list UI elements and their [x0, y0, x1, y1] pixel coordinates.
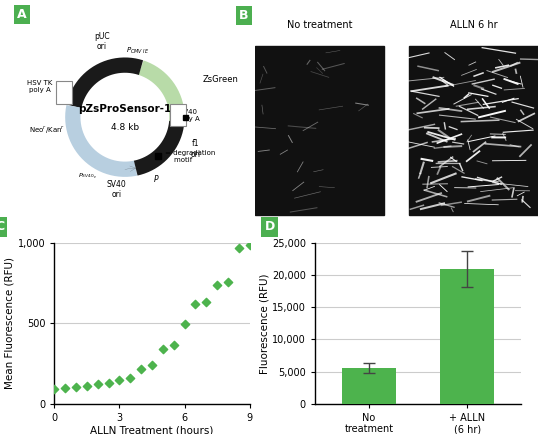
Point	[83, 382, 91, 389]
Text: D: D	[264, 220, 275, 233]
Bar	[170, 104, 186, 126]
Text: SV40
poly A: SV40 poly A	[178, 109, 199, 122]
Point	[137, 365, 146, 372]
Bar	[409, 46, 538, 215]
Point	[115, 377, 124, 384]
Text: f1
ori: f1 ori	[191, 139, 201, 159]
Bar	[56, 81, 72, 104]
Text: ALLN 6 hr: ALLN 6 hr	[450, 20, 497, 30]
Point	[93, 381, 102, 388]
Point	[202, 298, 211, 305]
Bar	[155, 153, 161, 159]
Bar	[183, 115, 188, 120]
Text: 4.8 kb: 4.8 kb	[111, 123, 139, 132]
Point	[61, 384, 70, 391]
Point	[104, 379, 113, 386]
Text: SV40
ori: SV40 ori	[106, 180, 126, 199]
Text: ZsGreen: ZsGreen	[203, 75, 239, 84]
Point	[213, 281, 222, 288]
Point	[169, 342, 178, 349]
Text: = degradation
    motif: = degradation motif	[165, 150, 215, 163]
Point	[235, 244, 243, 251]
Point	[50, 386, 59, 393]
Text: C: C	[0, 220, 4, 233]
X-axis label: ALLN Treatment (hours): ALLN Treatment (hours)	[90, 425, 214, 434]
Bar	[255, 46, 384, 215]
Text: No treatment: No treatment	[287, 20, 352, 30]
Bar	[342, 368, 396, 404]
Text: $P_{CMV\ IE}$: $P_{CMV\ IE}$	[126, 46, 149, 56]
Point	[245, 241, 254, 248]
Point	[159, 345, 167, 352]
Point	[180, 321, 189, 328]
Point	[191, 301, 200, 308]
Point	[224, 278, 232, 285]
Point	[126, 375, 135, 381]
Text: $P_{SV40_e}$: $P_{SV40_e}$	[78, 172, 97, 181]
Text: HSV TK
poly A: HSV TK poly A	[27, 80, 52, 93]
Text: $P$: $P$	[153, 173, 159, 184]
Text: pZsProSensor-1: pZsProSensor-1	[78, 103, 172, 114]
Y-axis label: Fluorescence (RFU): Fluorescence (RFU)	[259, 273, 269, 374]
Bar	[440, 269, 494, 404]
Text: A: A	[17, 8, 27, 21]
Point	[72, 383, 80, 390]
Y-axis label: Mean Fluorescence (RFU): Mean Fluorescence (RFU)	[5, 257, 15, 389]
Text: pUC
ori: pUC ori	[94, 32, 110, 51]
Text: B: B	[239, 9, 249, 22]
Point	[148, 362, 156, 368]
Text: Neo$^r$/Kan$^r$: Neo$^r$/Kan$^r$	[29, 125, 65, 136]
